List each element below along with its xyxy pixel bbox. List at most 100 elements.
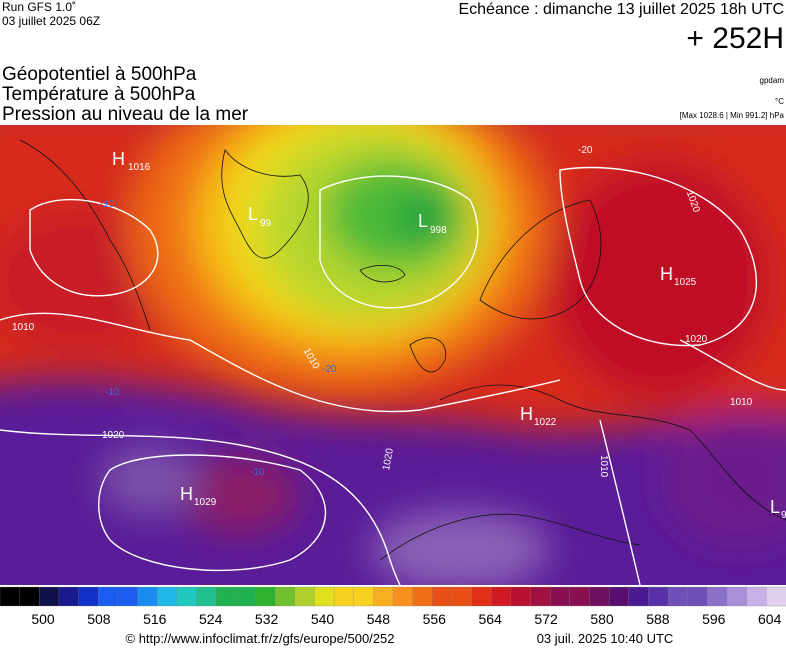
colorbar-swatch xyxy=(373,586,394,607)
colorbar-swatch xyxy=(98,586,119,607)
center-value: 998 xyxy=(430,225,447,236)
temperature-label: -10 xyxy=(105,387,120,398)
generated-time: 03 juil. 2025 10:40 UTC xyxy=(537,631,674,646)
colorbar-swatch xyxy=(78,586,99,607)
colorbar-swatch xyxy=(589,586,610,607)
contour-label: 1010 xyxy=(730,397,753,408)
colorbar-swatch xyxy=(235,586,257,607)
colorbar-label: 564 xyxy=(479,611,503,627)
coastlines xyxy=(19,139,786,561)
center-value: 1029 xyxy=(194,497,217,508)
pressure-center: H 1016 xyxy=(112,149,151,173)
colorbar-label: 532 xyxy=(255,611,279,627)
center-letter: H xyxy=(520,404,533,424)
colorbar-swatch xyxy=(726,586,748,607)
colorbar xyxy=(0,586,786,607)
center-letter: H xyxy=(112,149,125,169)
source-url: © http://www.infoclimat.fr/z/gfs/europe/… xyxy=(126,631,395,646)
center-letter: L xyxy=(770,497,780,517)
run-label: Run GFS 1.0˚ xyxy=(2,0,76,14)
center-value: 1022 xyxy=(534,417,557,428)
colorbar-label: 596 xyxy=(702,611,726,627)
colorbar-swatch xyxy=(451,586,473,607)
colorbar-swatch xyxy=(609,586,630,607)
colorbar-swatch xyxy=(412,586,433,607)
colorbar-swatch xyxy=(333,586,355,607)
colorbar-swatch xyxy=(0,586,21,607)
colorbar-swatch xyxy=(648,586,669,607)
colorbar-label: 524 xyxy=(199,611,223,627)
colorbar-swatch xyxy=(58,586,80,607)
colorbar-swatch xyxy=(687,586,709,607)
contour-label: 1010 xyxy=(598,455,609,478)
colorbar-swatch xyxy=(510,586,532,607)
center-letter: H xyxy=(180,484,193,504)
contour-label: 1020 xyxy=(381,447,396,471)
colorbar-swatch xyxy=(530,586,551,607)
center-letter: L xyxy=(418,211,428,231)
pressure-center: L 99 xyxy=(248,204,272,229)
unit-label: °C xyxy=(775,97,784,106)
colorbar-swatch xyxy=(117,586,139,607)
colorbar-label: 540 xyxy=(311,611,335,627)
colorbar-swatch xyxy=(353,586,375,607)
temperature-label: -20 xyxy=(578,145,593,156)
contour-label: 1020 xyxy=(102,430,125,441)
lead-time: + 252H xyxy=(686,22,784,55)
colorbar-label: 548 xyxy=(367,611,391,627)
colorbar-swatch xyxy=(294,586,316,607)
center-value: 99 xyxy=(260,218,272,229)
colorbar-swatch xyxy=(550,586,571,607)
pressure-center: L 998 xyxy=(418,211,447,236)
colorbar-swatch xyxy=(196,586,217,607)
colorbar-swatch xyxy=(491,586,512,607)
colorbar-swatch xyxy=(19,586,40,607)
colorbar-swatch xyxy=(137,586,158,607)
valid-time: Echéance : dimanche 13 juillet 2025 18h … xyxy=(458,1,784,18)
colorbar-label: 516 xyxy=(143,611,167,627)
temperature-label: -10 xyxy=(100,199,115,210)
run-date: 03 juillet 2025 06Z xyxy=(2,14,100,28)
map xyxy=(0,125,786,585)
colorbar-label: 604 xyxy=(758,611,782,627)
colorbar-swatch xyxy=(746,586,768,607)
unit-label: gpdam xyxy=(760,76,785,85)
contour-label: 1010 xyxy=(12,322,35,333)
colorbar-swatch xyxy=(176,586,198,607)
pressure-center: H 1025 xyxy=(660,264,697,288)
temperature-label: -20 xyxy=(322,364,337,375)
colorbar-label: 572 xyxy=(534,611,558,627)
field-title: Pression au niveau de la mer xyxy=(2,104,249,125)
pressure-range: [Max 1028.6 | Min 991.2] hPa xyxy=(680,111,785,120)
isobars xyxy=(0,166,786,585)
colorbar-swatch xyxy=(471,586,492,607)
colorbar-swatch xyxy=(628,586,650,607)
colorbar-swatch xyxy=(432,586,453,607)
center-value: 1016 xyxy=(128,162,151,173)
colorbar-label: 588 xyxy=(646,611,670,627)
colorbar-swatch xyxy=(392,586,414,607)
center-letter: H xyxy=(660,264,673,284)
center-value: 9 xyxy=(781,510,786,521)
colorbar-swatch xyxy=(255,586,276,607)
colorbar-label: 556 xyxy=(423,611,447,627)
colorbar-swatch xyxy=(569,586,591,607)
center-value: 1025 xyxy=(674,277,697,288)
colorbar-label: 500 xyxy=(31,611,55,627)
colorbar-label: 580 xyxy=(590,611,614,627)
colorbar-swatch xyxy=(157,586,178,607)
contour-label: 1020 xyxy=(685,334,708,345)
pressure-center: H 1029 xyxy=(180,484,217,508)
colorbar-swatch xyxy=(215,586,237,607)
colorbar-swatch xyxy=(766,586,786,607)
field-title: Géopotentiel à 500hPa xyxy=(2,64,197,85)
temperature-label: -10 xyxy=(250,467,265,478)
colorbar-swatch xyxy=(274,586,296,607)
field-title: Température à 500hPa xyxy=(2,84,196,105)
colorbar-swatch xyxy=(314,586,335,607)
pressure-center: H 1022 xyxy=(520,404,557,428)
colorbar-labels: 500 508 516 524 532 540 548 556 564 572 580 588 596 6… xyxy=(31,611,781,627)
